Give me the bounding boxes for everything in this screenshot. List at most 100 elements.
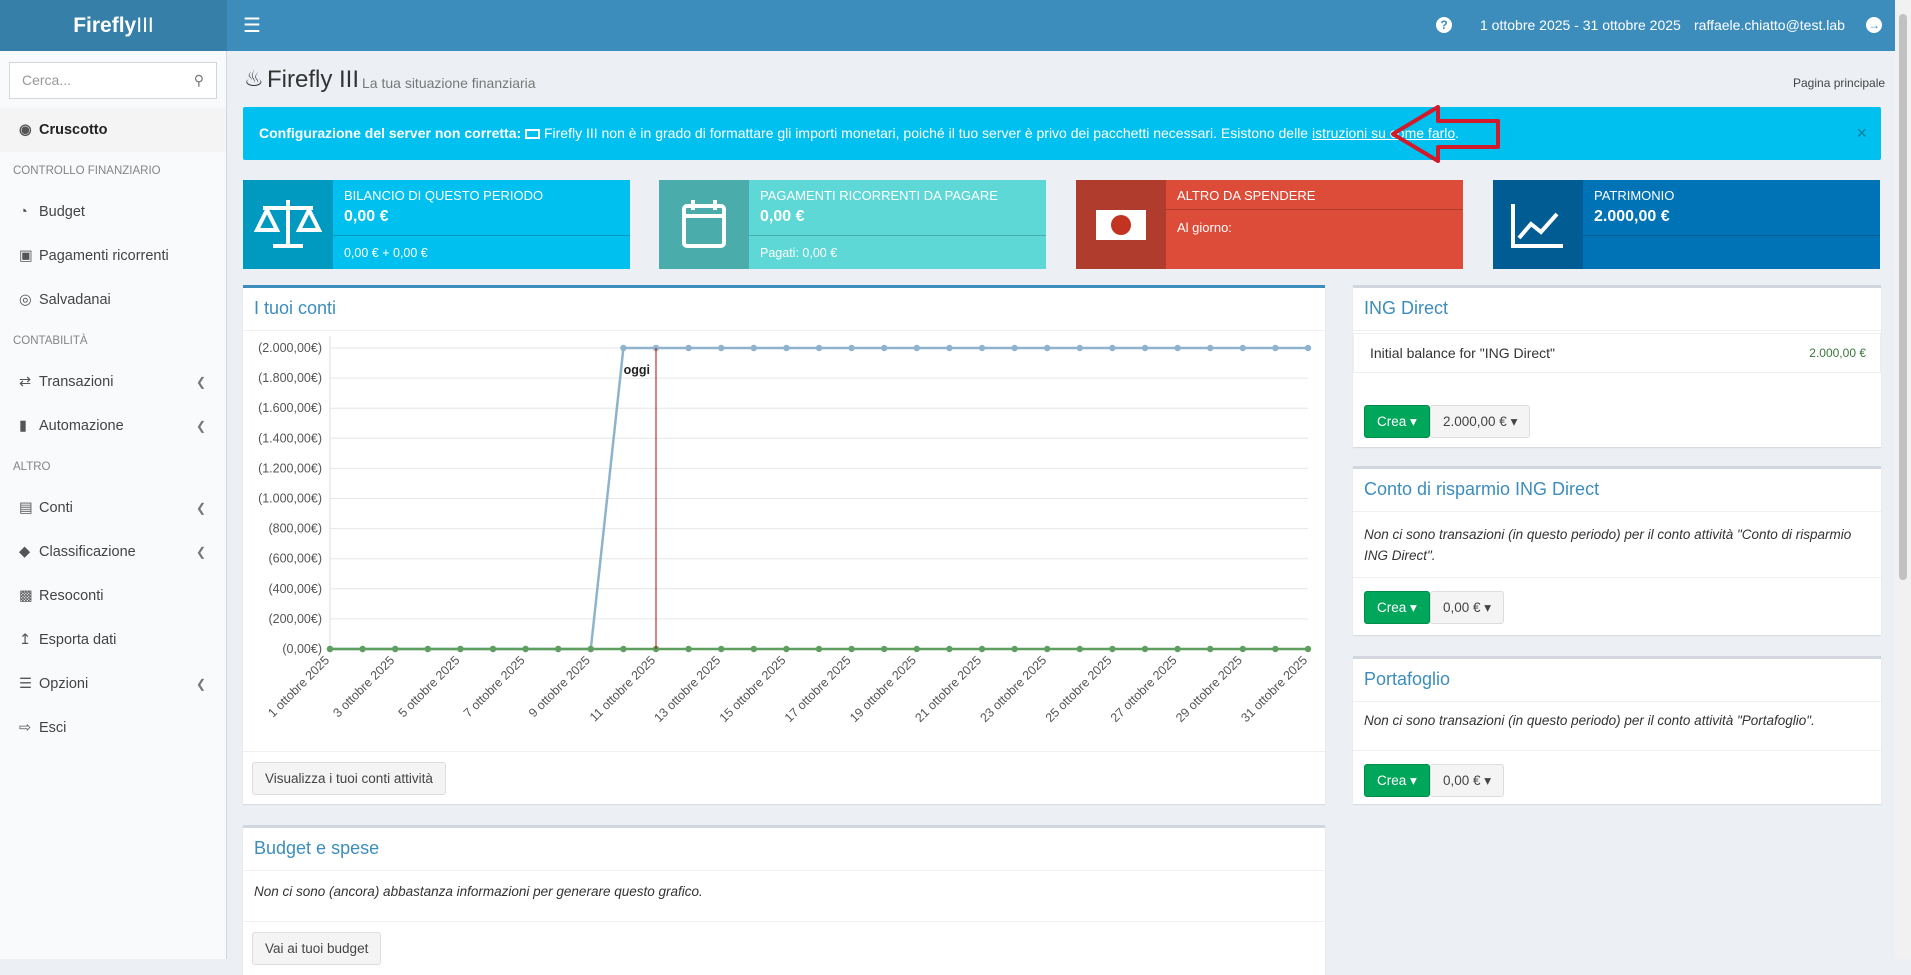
search-icon[interactable]: ⚲ bbox=[193, 72, 204, 88]
x-tick-label: 15 ottobre 2025 bbox=[717, 653, 789, 725]
data-point bbox=[522, 645, 529, 653]
balance-button[interactable]: 2.000,00 € ▾ bbox=[1430, 405, 1531, 438]
card-title[interactable]: Portafoglio bbox=[1364, 669, 1451, 689]
menu-icon: ⇨ bbox=[19, 720, 32, 736]
data-point bbox=[848, 344, 855, 352]
alert-icon bbox=[525, 129, 541, 139]
menu-item[interactable]: ▩ Resoconti bbox=[0, 574, 226, 618]
y-tick-label: (1.400,00€) bbox=[258, 431, 322, 445]
data-point bbox=[1272, 344, 1279, 352]
menu-icon: ◉ bbox=[19, 122, 32, 138]
balance-button[interactable]: 0,00 € ▾ bbox=[1430, 764, 1505, 797]
button-label: 0,00 € bbox=[1443, 600, 1481, 615]
page-title: Firefly III bbox=[267, 66, 360, 93]
x-tick-label: 23 ottobre 2025 bbox=[977, 653, 1049, 725]
menu-item[interactable]: ☰ Opzioni ❮ bbox=[0, 662, 226, 706]
info-value: 0,00 € bbox=[760, 208, 805, 225]
menu-section: CONTROLLO FINANZIARIO bbox=[13, 165, 161, 177]
menu-item[interactable]: ▮ Automazione ❮ bbox=[0, 404, 226, 448]
data-point bbox=[392, 645, 399, 653]
scrollbar[interactable] bbox=[1895, 0, 1911, 959]
data-point bbox=[881, 645, 888, 653]
card-title[interactable]: ING Direct bbox=[1364, 298, 1449, 318]
logout-icon[interactable]: → bbox=[1866, 17, 1882, 33]
search-input[interactable]: Cerca... ⚲ bbox=[9, 62, 217, 99]
data-point bbox=[1044, 344, 1051, 352]
info-value: 0,00 € bbox=[344, 208, 389, 225]
menu-icon: ◎ bbox=[19, 292, 32, 308]
menu-label: Opzioni bbox=[39, 676, 89, 692]
x-tick-label: 17 ottobre 2025 bbox=[782, 653, 854, 725]
data-point bbox=[848, 645, 855, 653]
x-tick-label: 27 ottobre 2025 bbox=[1108, 653, 1180, 725]
data-point bbox=[620, 645, 627, 653]
menu-icon: ▮ bbox=[19, 418, 27, 434]
menu-item[interactable]: ◉ Cruscotto bbox=[0, 108, 226, 152]
data-point bbox=[1011, 344, 1018, 352]
row-amount: 2.000,00 € bbox=[1809, 346, 1866, 360]
x-tick-label: 31 ottobre 2025 bbox=[1238, 653, 1310, 725]
logo[interactable]: FireflyIII bbox=[0, 0, 227, 51]
y-tick-label: (1.600,00€) bbox=[258, 401, 322, 415]
x-tick-label: 5 ottobre 2025 bbox=[396, 653, 463, 720]
account-card: Portafoglio Non ci sono transazioni (in … bbox=[1353, 656, 1881, 804]
menu-item[interactable]: ◔ Budget bbox=[0, 190, 226, 234]
alert-close[interactable]: × bbox=[1856, 123, 1867, 143]
create-button[interactable]: Crea ▾ bbox=[1364, 764, 1430, 797]
menu-label: Transazioni bbox=[39, 374, 114, 390]
data-point bbox=[1174, 344, 1181, 352]
menu-item[interactable]: ↥ Esporta dati bbox=[0, 618, 226, 662]
x-tick-label: 11 ottobre 2025 bbox=[587, 653, 658, 724]
scrollbar-thumb[interactable] bbox=[1899, 14, 1907, 580]
data-point bbox=[489, 645, 497, 653]
menu-chevron: ❮ bbox=[195, 677, 206, 691]
menu: ◉ Cruscotto CONTROLLO FINANZIARIO ◔ Budget ▣ P… bbox=[0, 108, 226, 750]
button-label: 0,00 € bbox=[1443, 773, 1481, 788]
help-icon[interactable]: ? bbox=[1436, 17, 1452, 33]
create-button[interactable]: Crea ▾ bbox=[1364, 591, 1430, 624]
data-point bbox=[913, 344, 920, 352]
data-point bbox=[587, 645, 594, 653]
budget-button[interactable]: Vai ai tuoi budget bbox=[252, 932, 382, 965]
info-title: PATRIMONIO bbox=[1594, 188, 1675, 203]
sidebar: Cerca... ⚲ ◉ Cruscotto CONTROLLO FINANZIARI… bbox=[0, 51, 227, 959]
button-label: 2.000,00 € bbox=[1443, 414, 1507, 429]
menu-item[interactable]: ◆ Classificazione ❮ bbox=[0, 530, 226, 574]
x-tick-label: 13 ottobre 2025 bbox=[651, 653, 723, 725]
breadcrumb[interactable]: Pagina principale bbox=[1793, 76, 1886, 90]
row-label[interactable]: Initial balance for "ING Direct" bbox=[1370, 345, 1556, 361]
card-title[interactable]: Conto di risparmio ING Direct bbox=[1364, 479, 1600, 499]
info-box: PAGAMENTI RICORRENTI DA PAGARE 0,00 € Pa… bbox=[659, 180, 1046, 269]
menu-item[interactable]: ◎ Salvadanai bbox=[0, 278, 226, 322]
panel-title: Budget e spese bbox=[254, 838, 380, 858]
data-point bbox=[783, 344, 790, 352]
menu-toggle[interactable]: ☰ bbox=[243, 15, 261, 37]
menu-label: Resoconti bbox=[39, 588, 104, 604]
data-point bbox=[718, 344, 725, 352]
view-accounts-button[interactable]: Visualizza i tuoi conti attività bbox=[252, 762, 446, 795]
menu-item[interactable]: ⇄ Transazioni ❮ bbox=[0, 360, 226, 404]
red-arrow bbox=[1391, 105, 1500, 163]
y-tick-label: (400,00€) bbox=[268, 582, 322, 596]
balance-button[interactable]: 0,00 € ▾ bbox=[1430, 591, 1505, 624]
menu-item[interactable]: ▤ Conti ❮ bbox=[0, 486, 226, 530]
date-range[interactable]: 1 ottobre 2025 - 31 ottobre 2025 bbox=[1480, 17, 1681, 33]
data-point bbox=[946, 645, 953, 653]
button-label: Vai ai tuoi budget bbox=[265, 941, 369, 956]
page-icon: ♨ bbox=[244, 66, 264, 91]
y-tick-label: (1.000,00€) bbox=[258, 492, 322, 506]
info-box: ALTRO DA SPENDERE Al giorno: bbox=[1076, 180, 1463, 269]
user-email[interactable]: raffaele.chiatto@test.lab bbox=[1694, 17, 1845, 33]
menu-item[interactable]: ▣ Pagamenti ricorrenti bbox=[0, 234, 226, 278]
info-box: PATRIMONIO 2.000,00 € bbox=[1493, 180, 1880, 269]
create-button[interactable]: Crea ▾ bbox=[1364, 405, 1430, 438]
info-footer: Pagati: 0,00 € bbox=[760, 246, 838, 260]
menu-icon: ↥ bbox=[19, 632, 32, 648]
alert-strong: Configurazione del server non corretta: bbox=[259, 125, 522, 141]
data-point bbox=[750, 344, 757, 352]
menu-item[interactable]: ⇨ Esci bbox=[0, 706, 226, 750]
logo-light: III bbox=[136, 14, 154, 37]
data-point bbox=[1174, 645, 1181, 653]
menu-chevron: ❮ bbox=[195, 375, 206, 389]
alert-link[interactable]: istruzioni su come farlo bbox=[1312, 125, 1456, 141]
